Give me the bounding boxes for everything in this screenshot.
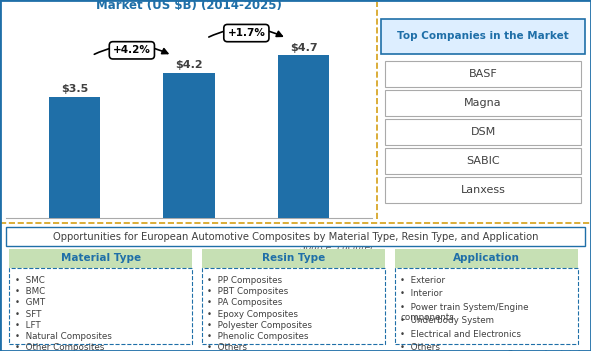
Text: DSM: DSM bbox=[470, 127, 496, 137]
FancyBboxPatch shape bbox=[385, 147, 581, 174]
Text: Source: Lucintel: Source: Lucintel bbox=[506, 350, 579, 351]
Text: Application: Application bbox=[453, 253, 519, 263]
Bar bbox=[278, 55, 329, 218]
FancyBboxPatch shape bbox=[202, 268, 385, 344]
Text: •  PA Composites: • PA Composites bbox=[207, 298, 283, 307]
FancyBboxPatch shape bbox=[381, 19, 585, 54]
Text: $4.2: $4.2 bbox=[176, 60, 203, 70]
FancyBboxPatch shape bbox=[9, 249, 193, 267]
Text: •  Epoxy Composites: • Epoxy Composites bbox=[207, 310, 298, 319]
FancyBboxPatch shape bbox=[395, 268, 578, 344]
Text: •  Others: • Others bbox=[207, 343, 248, 351]
Text: •  Polyester Composites: • Polyester Composites bbox=[207, 321, 313, 330]
Text: •  Others: • Others bbox=[400, 343, 440, 351]
Text: •  Electrical and Electronics: • Electrical and Electronics bbox=[400, 330, 521, 339]
Text: +4.2%: +4.2% bbox=[113, 45, 151, 55]
Bar bbox=[163, 73, 215, 218]
FancyBboxPatch shape bbox=[385, 90, 581, 115]
Text: •  LFT: • LFT bbox=[15, 321, 40, 330]
Text: •  Underbody System: • Underbody System bbox=[400, 316, 494, 325]
Text: BASF: BASF bbox=[469, 68, 498, 79]
Text: •  Interior: • Interior bbox=[400, 290, 443, 298]
Text: •  Natural Composites: • Natural Composites bbox=[15, 332, 112, 341]
FancyBboxPatch shape bbox=[385, 119, 581, 145]
Text: •  SMC: • SMC bbox=[15, 276, 44, 285]
Text: Material Type: Material Type bbox=[60, 253, 141, 263]
Text: •  Phenolic Composites: • Phenolic Composites bbox=[207, 332, 309, 341]
Y-axis label: Value (US $B): Value (US $B) bbox=[0, 84, 2, 151]
Text: Resin Type: Resin Type bbox=[262, 253, 325, 263]
Text: +1.7%: +1.7% bbox=[228, 28, 265, 38]
Text: Source: Lucintel: Source: Lucintel bbox=[300, 244, 372, 252]
Text: Lanxess: Lanxess bbox=[461, 185, 505, 194]
FancyBboxPatch shape bbox=[385, 177, 581, 203]
Text: Opportunities for European Automotive Composites by Material Type, Resin Type, a: Opportunities for European Automotive Co… bbox=[53, 232, 538, 242]
FancyBboxPatch shape bbox=[385, 61, 581, 87]
Title: Trends and Forecast for the European Automotive Composites
Market (US $B) (2014-: Trends and Forecast for the European Aut… bbox=[0, 0, 395, 12]
Text: •  BMC: • BMC bbox=[15, 287, 45, 296]
FancyBboxPatch shape bbox=[395, 249, 578, 267]
FancyBboxPatch shape bbox=[202, 249, 385, 267]
Text: •  PBT Composites: • PBT Composites bbox=[207, 287, 289, 296]
Text: •  Power train System/Engine
components: • Power train System/Engine components bbox=[400, 303, 529, 322]
Text: SABIC: SABIC bbox=[466, 155, 500, 166]
Text: $3.5: $3.5 bbox=[61, 84, 88, 94]
FancyBboxPatch shape bbox=[6, 227, 585, 246]
Text: •  Other Composites: • Other Composites bbox=[15, 343, 104, 351]
Text: Top Companies in the Market: Top Companies in the Market bbox=[397, 31, 569, 41]
Text: Magna: Magna bbox=[465, 98, 502, 107]
Bar bbox=[49, 97, 100, 218]
Text: •  GMT: • GMT bbox=[15, 298, 45, 307]
FancyBboxPatch shape bbox=[9, 268, 193, 344]
Text: •  Exterior: • Exterior bbox=[400, 276, 446, 285]
Text: •  PP Composites: • PP Composites bbox=[207, 276, 282, 285]
Text: •  SFT: • SFT bbox=[15, 310, 41, 319]
Text: $4.7: $4.7 bbox=[290, 43, 317, 53]
